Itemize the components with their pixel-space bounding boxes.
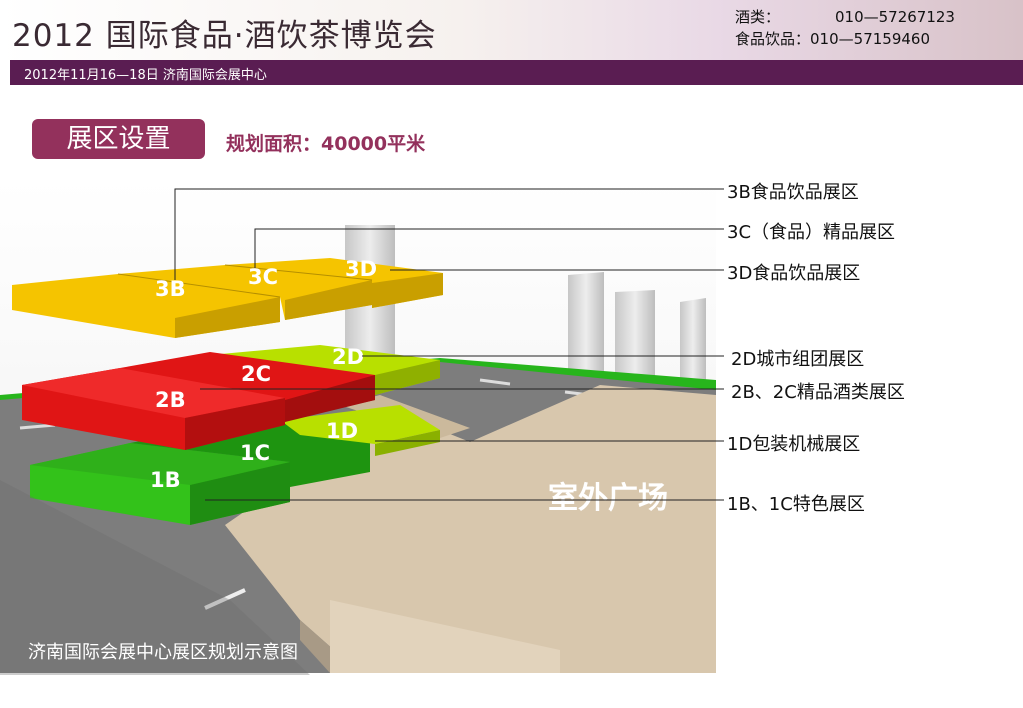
label-3c: 3C (248, 265, 278, 289)
label-1c: 1C (240, 441, 270, 465)
building (568, 272, 604, 380)
contact-info: 酒类： 010—57267123 食品饮品：010—57159460 (735, 6, 955, 50)
contact-label: 食品饮品： (735, 30, 811, 48)
leader-3c (254, 228, 724, 268)
block-2b-top (22, 368, 285, 418)
block-1d-side (375, 430, 440, 456)
block-3d-side (372, 273, 443, 308)
contact-phone: 010—57267123 (835, 8, 955, 26)
venue-map: 室外广场 1B 1C 1D 2B 2C 2D 3B 3C 3D (0, 180, 716, 675)
building (615, 290, 655, 395)
legend-item: 2B、2C精品酒类展区 (731, 382, 905, 403)
legend-item: 1B、1C特色展区 (727, 494, 865, 515)
header-banner: 2012 国际食品·酒饮茶博览会 酒类： 010—57267123 食品饮品：01… (0, 0, 1023, 60)
label-1b: 1B (150, 468, 181, 492)
block-3c-side (285, 280, 372, 320)
expo-title: 2012 国际食品·酒饮茶博览会 (12, 18, 437, 54)
block-1b-top (30, 443, 290, 485)
date-venue-bar: 2012年11月16—18日 济南国际会展中心 (10, 60, 1023, 85)
shade (0, 480, 310, 675)
road-marking (204, 588, 246, 610)
legend-item: 3C（食品）精品展区 (727, 222, 896, 243)
planned-area: 规划面积：40000平米 (226, 133, 426, 155)
road-marking (19, 423, 56, 430)
legend-item: 3D食品饮品展区 (727, 263, 861, 284)
section-tag: 展区设置 (32, 119, 205, 159)
date-venue-text: 2012年11月16—18日 济南国际会展中心 (24, 68, 267, 83)
label-3d: 3D (345, 257, 377, 281)
label-3b: 3B (155, 277, 186, 301)
contact-row-food: 食品饮品：010—57159460 (735, 28, 955, 50)
label-2b: 2B (155, 388, 186, 412)
plaza-step (330, 600, 560, 673)
label-2c: 2C (241, 362, 271, 386)
block-2d-side (375, 360, 440, 395)
block-1b-side (190, 462, 290, 525)
contact-label: 酒类： (735, 8, 781, 26)
map-caption: 济南国际会展中心展区规划示意图 (28, 642, 298, 663)
building (680, 298, 706, 395)
label-2d: 2D (332, 345, 364, 369)
block-divider (224, 264, 373, 281)
leader-3b (174, 188, 724, 280)
legend-item: 1D包装机械展区 (727, 434, 861, 455)
label-1d: 1D (326, 419, 358, 443)
plaza-label: 室外广场 (548, 481, 668, 516)
block-2c-side (285, 375, 375, 422)
road-marking (479, 378, 511, 386)
block-2b-side (185, 398, 285, 450)
legend-item: 2D城市组团展区 (731, 349, 865, 370)
block-divider (117, 273, 281, 298)
block-1d (280, 405, 440, 444)
contact-phone: 010—57159460 (810, 30, 930, 48)
block-3b-side (175, 297, 280, 338)
legend-item: 3B食品饮品展区 (727, 182, 859, 203)
contact-row-liquor: 酒类： 010—57267123 (735, 6, 955, 28)
